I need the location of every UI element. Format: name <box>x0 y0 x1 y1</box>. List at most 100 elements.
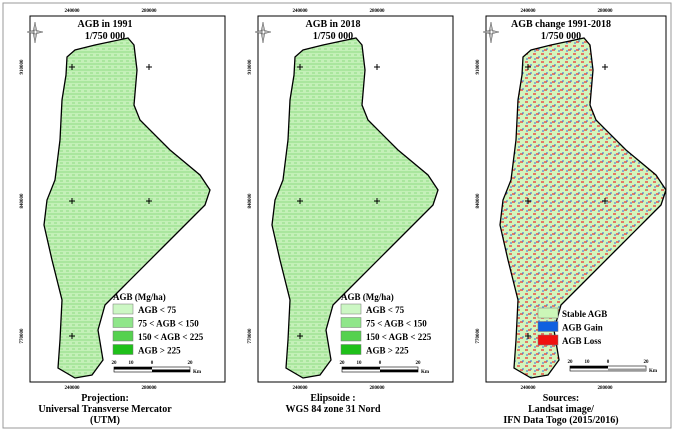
graticule-cross <box>602 64 608 70</box>
map-caption: Elipsoide : <box>310 393 355 404</box>
scale-label: 0 <box>151 361 154 366</box>
y-tick-label: 910000 <box>20 59 25 75</box>
legend-label: 75 < AGB < 150 <box>138 319 199 329</box>
scale-unit: Km <box>193 370 202 375</box>
legend-swatch <box>112 317 134 328</box>
legend-swatch <box>537 321 559 332</box>
x-tick-label: 280000 <box>598 9 614 14</box>
legend-swatch <box>112 330 134 342</box>
map-panel-3: 240000 240000 280000 280000 910000 840000 7700… <box>476 9 667 426</box>
scale-label: 0 <box>607 360 610 365</box>
scale-label: 20 <box>568 360 574 365</box>
scale-label: 20 <box>112 361 118 366</box>
graticule-cross <box>525 333 531 339</box>
scale-label: 0 <box>379 361 382 366</box>
scale-label: 20 <box>188 361 194 366</box>
legend-label: 150 < AGB < 225 <box>138 332 204 342</box>
map-caption: Landsat image/ <box>528 404 594 415</box>
x-tick-label: 280000 <box>598 386 614 391</box>
y-tick-label: 910000 <box>476 59 481 75</box>
map-caption: Sources: <box>543 393 579 404</box>
x-tick-label: 280000 <box>142 9 158 14</box>
scale-bar: 20 10 0 20 Km <box>112 361 202 375</box>
legend-title: AGB (Mg/ha) <box>113 292 166 302</box>
north-arrow-icon <box>26 21 44 44</box>
x-tick-label: 240000 <box>65 386 81 391</box>
graticule-cross <box>69 333 75 339</box>
graticule-cross <box>297 198 303 204</box>
x-tick-label: 280000 <box>370 9 386 14</box>
y-tick-label: 770000 <box>248 328 253 344</box>
map-caption: IFN Data Togo (2015/2016) <box>503 415 618 426</box>
legend-label: Stable AGB <box>562 309 607 319</box>
legend-swatch <box>537 334 559 346</box>
legend-swatch <box>340 303 362 315</box>
y-tick-label: 840000 <box>248 193 253 209</box>
scale-label: 20 <box>416 361 422 366</box>
scale-label: 10 <box>129 361 135 366</box>
y-tick-label: 840000 <box>20 193 25 209</box>
legend-label: AGB < 75 <box>366 305 405 315</box>
graticule-cross <box>374 198 380 204</box>
scale-unit: Km <box>649 369 658 374</box>
map-scale: 1/750 000 <box>313 31 353 42</box>
legend-swatch <box>112 303 134 315</box>
map-title: AGB change 1991-2018 <box>511 19 611 30</box>
scale-label: 20 <box>340 361 346 366</box>
legend-swatch <box>112 344 134 355</box>
legend-label: AGB > 225 <box>366 346 409 356</box>
graticule-cross <box>146 64 152 70</box>
x-tick-label: 280000 <box>370 386 386 391</box>
x-tick-label: 240000 <box>65 9 81 14</box>
legend-label: AGB < 75 <box>138 305 177 315</box>
scale-label: 20 <box>644 360 650 365</box>
scale-bar: 20 10 0 20 Km <box>568 360 658 374</box>
x-tick-label: 280000 <box>142 386 158 391</box>
legend-label: 150 < AGB < 225 <box>366 332 432 342</box>
y-tick-label: 840000 <box>476 193 481 209</box>
graticule-cross <box>374 64 380 70</box>
legend-swatch <box>340 344 362 355</box>
map-panel-2: 240000 240000 280000 280000 910000 840000 7700… <box>248 9 454 415</box>
legend-swatch <box>340 330 362 342</box>
legend-swatch <box>537 307 559 319</box>
graticule-cross <box>146 198 152 204</box>
graticule-cross <box>525 198 531 204</box>
map-scale: 1/750 000 <box>541 31 581 42</box>
scale-label: 10 <box>585 360 591 365</box>
graticule-cross <box>525 64 531 70</box>
graticule-cross <box>602 198 608 204</box>
map-caption: Projection: <box>81 393 129 404</box>
graticule-cross <box>69 198 75 204</box>
y-tick-label: 770000 <box>476 328 481 344</box>
north-arrow-icon <box>482 21 500 44</box>
map-caption: (UTM) <box>90 415 120 426</box>
north-arrow-icon <box>254 21 272 44</box>
map-panel-1: 240000 240000 280000 280000 910000 840000 7700… <box>20 9 226 426</box>
x-tick-label: 240000 <box>521 9 537 14</box>
y-tick-label: 770000 <box>20 328 25 344</box>
scale-label: 10 <box>357 361 363 366</box>
map-caption: Universal Transverse Mercator <box>38 404 172 415</box>
map-scale: 1/750 000 <box>85 31 125 42</box>
graticule-cross <box>297 64 303 70</box>
scale-unit: Km <box>421 370 430 375</box>
legend-label: 75 < AGB < 150 <box>366 319 427 329</box>
legend-label: AGB > 225 <box>138 346 181 356</box>
map-caption: WGS 84 zone 31 Nord <box>286 404 381 415</box>
legend-title: AGB (Mg/ha) <box>341 292 394 302</box>
x-tick-label: 240000 <box>521 386 537 391</box>
x-tick-label: 240000 <box>293 386 309 391</box>
x-tick-label: 240000 <box>293 9 309 14</box>
y-tick-label: 910000 <box>248 59 253 75</box>
map-title: AGB in 2018 <box>305 19 360 30</box>
map-title: AGB in 1991 <box>77 19 132 30</box>
legend-label: AGB Gain <box>562 323 603 333</box>
legend-label: AGB Loss <box>562 336 602 346</box>
graticule-cross <box>69 64 75 70</box>
graticule-cross <box>297 333 303 339</box>
scale-bar: 20 10 0 20 Km <box>340 361 430 375</box>
